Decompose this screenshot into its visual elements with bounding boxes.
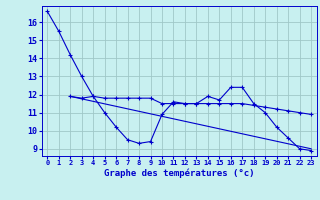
X-axis label: Graphe des températures (°c): Graphe des températures (°c) — [104, 169, 254, 178]
